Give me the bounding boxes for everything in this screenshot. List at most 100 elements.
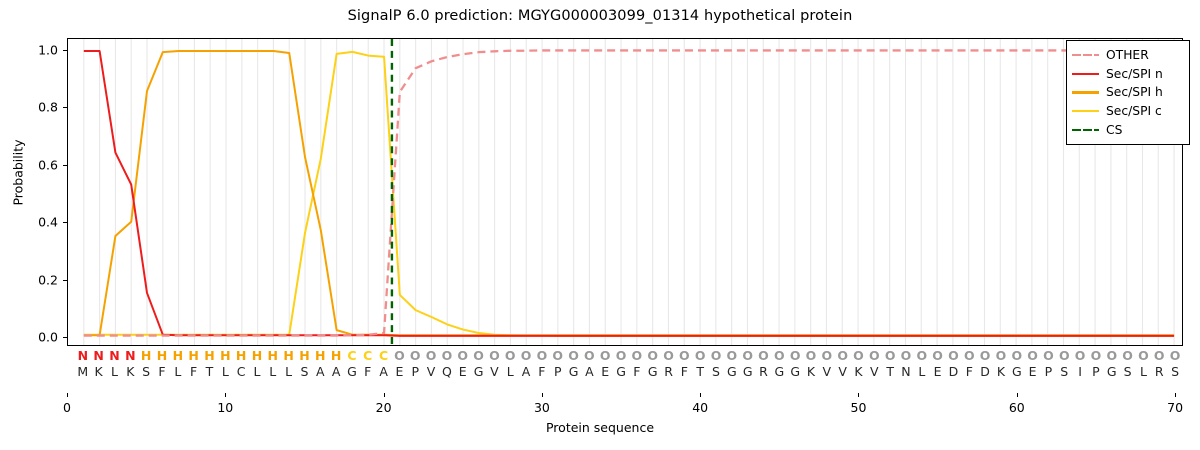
x-tick-label: 70 — [1167, 400, 1184, 415]
region-label-14: H — [283, 348, 294, 363]
series-line-sec-spi-h — [83, 50, 1175, 337]
residue-37: G — [647, 364, 658, 379]
legend-swatch-icon — [1072, 105, 1099, 117]
legend-swatch-icon — [1072, 68, 1099, 80]
y-tick-label: 1.0 — [38, 42, 58, 57]
x-tick-mark — [67, 393, 68, 397]
region-label-27: O — [489, 348, 500, 363]
region-label-69: O — [1153, 348, 1165, 363]
region-label-36: O — [631, 348, 643, 363]
residue-56: D — [948, 364, 959, 379]
chart-legend[interactable]: OTHER Sec/SPI n Sec/SPI h Sec/SPI c CS — [1066, 40, 1190, 145]
residue-13: L — [269, 364, 277, 379]
y-tick-label: 0.0 — [38, 329, 58, 345]
legend-label: CS — [1106, 122, 1123, 137]
legend-item-sec-spi-h[interactable]: Sec/SPI h — [1072, 83, 1183, 102]
residue-33: A — [585, 364, 594, 379]
x-tick-label: 0 — [63, 400, 71, 415]
region-label-6: H — [156, 348, 168, 363]
residue-66: G — [1106, 364, 1117, 379]
region-label-57: O — [963, 348, 975, 363]
region-label-18: C — [347, 348, 357, 363]
legend-item-sec-spi-n[interactable]: Sec/SPI n — [1072, 65, 1183, 84]
residue-63: S — [1060, 364, 1069, 379]
residue-20: A — [379, 364, 388, 379]
residue-21: E — [395, 364, 404, 379]
region-label-51: O — [868, 348, 880, 363]
legend-swatch-icon — [1072, 49, 1099, 61]
legend-item-other[interactable]: OTHER — [1072, 46, 1183, 65]
residue-62: P — [1044, 364, 1053, 379]
region-label-54: O — [916, 348, 928, 363]
region-label-26: O — [473, 348, 484, 363]
region-label-1: N — [77, 348, 89, 363]
residue-60: G — [1011, 364, 1022, 379]
residue-16: A — [315, 364, 325, 379]
chart-title: SignalP 6.0 prediction: MGYG000003099_01… — [347, 8, 853, 24]
residue-8: F — [190, 364, 198, 379]
region-label-19: C — [363, 348, 373, 363]
region-label-3: N — [109, 348, 120, 363]
residue-65: P — [1092, 364, 1100, 379]
residue-19: F — [364, 364, 372, 379]
residue-68: L — [1139, 364, 1147, 379]
legend-label: Sec/SPI h — [1106, 85, 1163, 100]
region-label-21: O — [394, 348, 405, 363]
region-label-45: O — [774, 348, 785, 363]
region-label-5: H — [140, 348, 152, 363]
residue-9: T — [205, 364, 214, 379]
legend-swatch-icon — [1072, 86, 1099, 98]
region-label-39: O — [679, 348, 690, 363]
region-label-64: O — [1074, 348, 1086, 363]
y-tick-mark — [63, 337, 67, 338]
residue-39: F — [680, 364, 688, 379]
region-label-59: O — [995, 348, 1007, 363]
region-label-65: O — [1090, 348, 1102, 363]
y-tick-label: 0.8 — [38, 99, 58, 115]
residue-40: T — [696, 364, 704, 379]
x-tick-mark — [225, 393, 226, 397]
residue-23: V — [426, 364, 436, 379]
y-tick-label: 0.6 — [38, 157, 58, 173]
region-label-13: H — [267, 348, 279, 363]
residue-14: L — [285, 364, 293, 379]
region-label-47: O — [805, 348, 817, 363]
region-label-50: O — [853, 348, 864, 363]
region-label-2: N — [93, 348, 104, 363]
region-label-24: O — [441, 348, 453, 363]
residue-67: S — [1123, 364, 1132, 379]
legend-item-cs[interactable]: CS — [1072, 120, 1183, 139]
residue-11: C — [236, 364, 246, 379]
residue-47: K — [806, 364, 816, 379]
series-line-other — [83, 49, 1175, 337]
legend-swatch-icon — [1072, 124, 1099, 136]
legend-label: Sec/SPI c — [1106, 104, 1162, 119]
region-label-4: N — [125, 348, 136, 363]
legend-item-sec-spi-c[interactable]: Sec/SPI c — [1072, 102, 1183, 121]
residue-34: E — [601, 364, 610, 379]
residue-12: L — [253, 364, 261, 379]
region-label-30: O — [536, 348, 548, 363]
residue-26: G — [473, 364, 484, 379]
residue-42: G — [727, 364, 737, 379]
residue-15: S — [300, 364, 309, 379]
y-tick-mark — [63, 222, 67, 223]
x-tick-mark — [858, 393, 859, 397]
residue-48: V — [822, 364, 832, 379]
residue-59: K — [996, 364, 1006, 379]
region-label-67: O — [1122, 348, 1133, 363]
residue-54: L — [918, 364, 926, 379]
region-label-38: O — [663, 348, 674, 363]
region-label-8: H — [188, 348, 199, 363]
region-label-22: O — [409, 348, 421, 363]
region-label-56: O — [948, 348, 959, 363]
region-label-63: O — [1058, 348, 1070, 363]
residue-58: D — [980, 364, 990, 379]
region-label-68: O — [1138, 348, 1149, 363]
region-label-42: O — [726, 348, 738, 363]
region-label-33: O — [584, 348, 595, 363]
residue-64: I — [1078, 364, 1082, 379]
legend-label: OTHER — [1106, 48, 1149, 63]
